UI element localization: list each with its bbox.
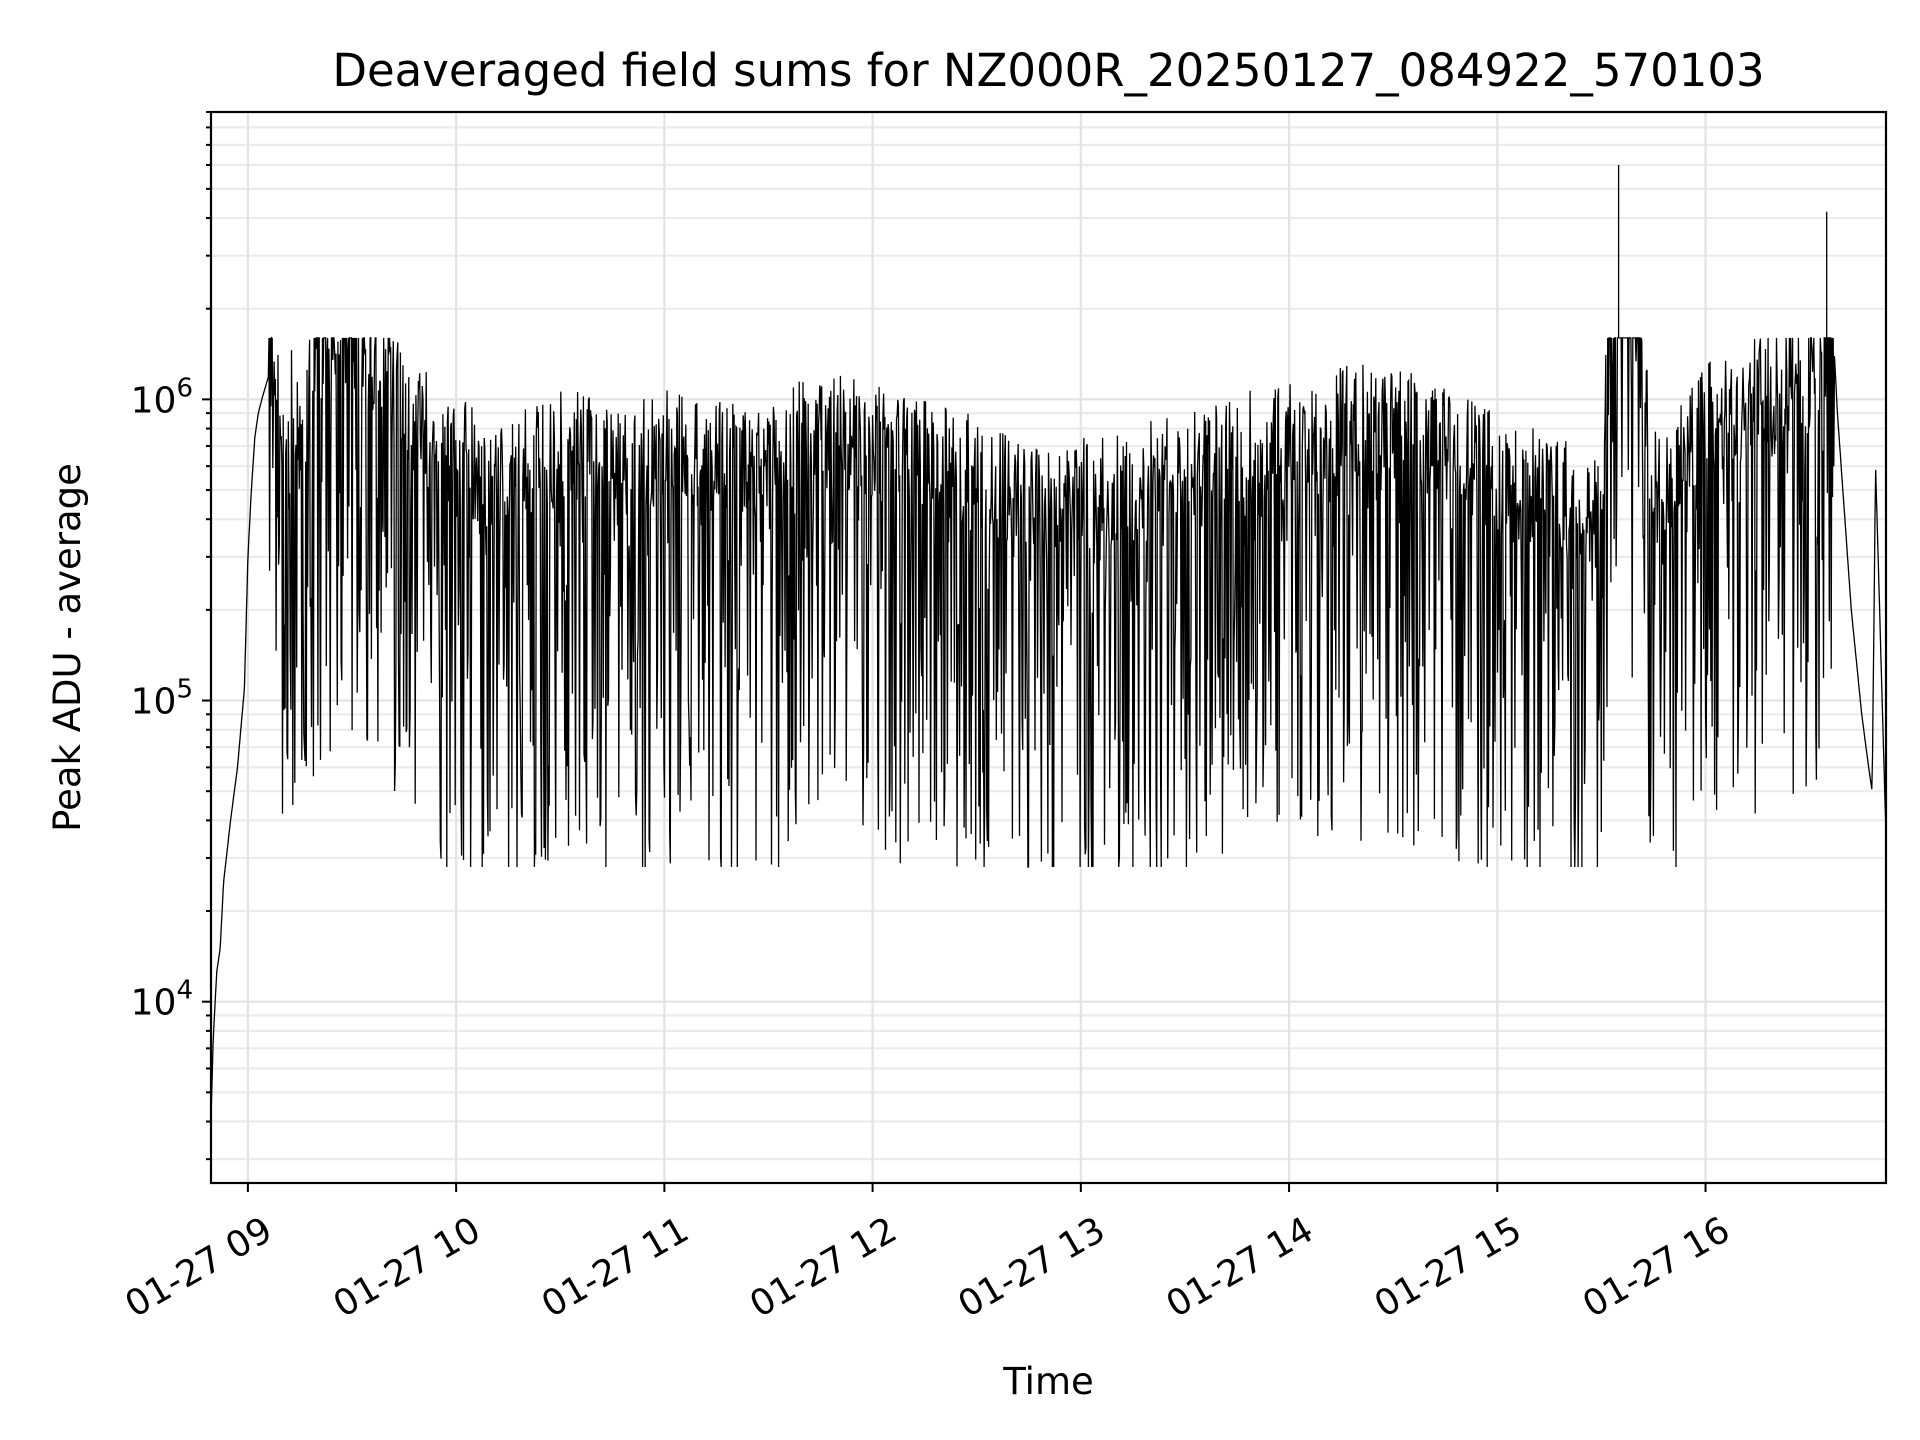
data-point [1600,556,1602,558]
x-axis-label: Time [1002,1360,1094,1403]
data-point [1618,164,1620,166]
data-point [1809,412,1811,414]
data-point [268,375,270,377]
data-point [1392,465,1394,467]
data-point [386,398,388,400]
data-point [289,445,291,447]
data-point [1045,556,1047,558]
data-point [403,445,405,447]
data-point [559,489,561,491]
data-point [1496,518,1498,520]
chart-title: Deaveraged field sums for NZ000R_2025012… [332,44,1764,97]
data-point [282,465,284,467]
data-point [299,489,301,491]
data-point [872,489,874,491]
data-point [1871,790,1873,792]
data-point [1819,398,1821,400]
data-point [250,489,252,491]
data-point [216,972,218,974]
data-point [261,398,263,400]
data-point [1080,536,1082,538]
y-axis-label: Peak ADU - average [46,463,89,832]
y-tick-label: 105 [131,675,193,723]
data-point [351,364,353,366]
data-point [275,428,277,430]
series-line [210,165,1887,1122]
data-point [1652,536,1654,538]
y-axis: 104 105 106 [131,111,211,1161]
data-point [802,465,804,467]
data-point [368,386,370,388]
data-point [334,375,336,377]
data-point [243,687,245,689]
data-point [455,503,457,505]
data-point [420,465,422,467]
data-point [1868,766,1870,768]
data-point [1861,713,1863,715]
data-point [976,518,978,520]
axes-frame [209,110,1888,1185]
data-point [1836,412,1838,414]
y-tick-label: 106 [131,373,193,421]
data-point [212,1038,214,1040]
data-point [1705,465,1707,467]
data-point [254,436,256,438]
data-point [1826,211,1828,213]
data-point [1850,609,1852,611]
data-point [316,398,318,400]
data-point [1288,477,1290,479]
y-tick-label: 104 [131,976,193,1024]
data-point [663,489,665,491]
data-point [1774,428,1776,430]
data-point [507,518,509,520]
data-point [611,503,613,505]
data-point [236,766,238,768]
data-point [1184,518,1186,520]
data-point [223,881,225,883]
data-point [767,518,769,520]
data-point [219,948,221,950]
data-point [247,556,249,558]
plot-area [210,164,1887,1122]
data-point [1875,465,1877,467]
data-point [230,819,232,821]
data-point [257,412,259,414]
